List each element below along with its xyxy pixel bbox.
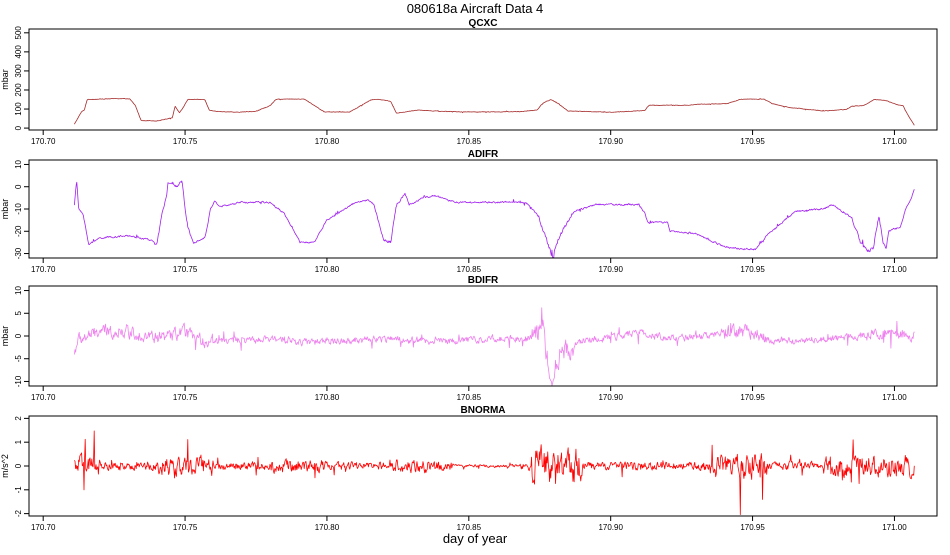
x-tick-label: 170.80 xyxy=(315,523,340,532)
y-tick-label: -2 xyxy=(14,510,23,518)
y-tick-label: 5 xyxy=(14,310,23,315)
x-tick-label: 170.75 xyxy=(173,137,198,146)
panel-qcxc: QCXC mbar 170.70 170.75 170.80 170.85 170.90 17… xyxy=(0,18,938,146)
x-tick-label: 170.95 xyxy=(740,393,765,402)
series-line-bdifr xyxy=(74,307,915,386)
x-tick-label: 170.95 xyxy=(740,523,765,532)
series-line-qcxc xyxy=(74,98,915,126)
y-tick-label: -20 xyxy=(14,225,23,237)
panel-frame xyxy=(28,285,938,387)
y-axis-label: mbar xyxy=(0,326,10,347)
x-tick-label: 170.90 xyxy=(598,265,623,274)
y-tick-label: 500 xyxy=(14,26,23,40)
x-tick-label: 171.00 xyxy=(882,393,907,402)
series-line-bnorma xyxy=(74,430,915,516)
y-tick-label: -5 xyxy=(14,355,23,363)
y-tick-label: 0 xyxy=(14,125,23,130)
figure-title: 080618a Aircraft Data 4 xyxy=(406,1,544,16)
x-tick-label: 170.75 xyxy=(173,265,198,274)
x-axis-label: day of year xyxy=(442,531,508,546)
x-tick-label: 170.95 xyxy=(740,265,765,274)
y-tick-label: 1 xyxy=(14,439,23,444)
x-tick-label: 170.85 xyxy=(457,137,482,146)
y-tick-label: 300 xyxy=(14,64,23,78)
y-tick-label: -10 xyxy=(14,375,23,387)
panel-title: QCXC xyxy=(469,18,498,29)
x-tick-label: 170.80 xyxy=(315,137,340,146)
y-tick-label: -10 xyxy=(14,203,23,215)
y-axis-label: mbar xyxy=(0,199,10,220)
x-tick-label: 170.70 xyxy=(31,265,56,274)
x-tick-label: 170.70 xyxy=(31,393,56,402)
x-tick-label: 171.00 xyxy=(882,523,907,532)
panel-title: BNORMA xyxy=(461,405,506,416)
series-line-adifr xyxy=(74,180,915,258)
x-tick-label: 170.75 xyxy=(173,523,198,532)
x-tick-label: 170.95 xyxy=(740,137,765,146)
panel-frame xyxy=(28,28,938,131)
y-tick-label: 0 xyxy=(14,333,23,338)
panel-adifr: ADIFR mbar 170.70 170.75 170.80 170.85 170.90 1… xyxy=(0,149,938,274)
x-tick-label: 170.75 xyxy=(173,393,198,402)
y-tick-label: 10 xyxy=(14,286,23,295)
y-tick-label: 200 xyxy=(14,83,23,97)
panel-bdifr: BDIFR mbar 170.70 170.75 170.80 170.85 170.90 1… xyxy=(0,275,938,402)
y-tick-label: 2 xyxy=(14,416,23,421)
x-tick-label: 171.00 xyxy=(882,137,907,146)
x-tick-label: 171.00 xyxy=(882,265,907,274)
y-tick-label: -30 xyxy=(14,247,23,259)
x-tick-label: 170.85 xyxy=(457,265,482,274)
y-tick-label: 0 xyxy=(14,463,23,468)
y-axis-label: mbar xyxy=(0,69,10,90)
x-tick-label: 170.70 xyxy=(31,137,56,146)
y-tick-label: 400 xyxy=(14,45,23,59)
panel-frame xyxy=(28,159,938,259)
x-tick-label: 170.90 xyxy=(598,523,623,532)
x-tick-label: 170.90 xyxy=(598,393,623,402)
y-tick-label: 0 xyxy=(14,184,23,189)
x-tick-label: 170.80 xyxy=(315,393,340,402)
x-tick-label: 170.85 xyxy=(457,523,482,532)
x-tick-label: 170.85 xyxy=(457,393,482,402)
y-tick-label: 10 xyxy=(14,159,23,168)
y-tick-label: 100 xyxy=(14,102,23,116)
panel-bnorma: BNORMA m/s^2 170.70 170.75 170.80 170.85 170.9… xyxy=(0,405,938,532)
y-tick-label: -1 xyxy=(14,486,23,494)
x-tick-label: 170.70 xyxy=(31,523,56,532)
x-tick-label: 170.80 xyxy=(315,265,340,274)
panel-title: ADIFR xyxy=(468,149,499,160)
x-tick-label: 170.90 xyxy=(598,137,623,146)
panel-title: BDIFR xyxy=(468,275,499,286)
y-axis-label: m/s^2 xyxy=(0,454,10,478)
